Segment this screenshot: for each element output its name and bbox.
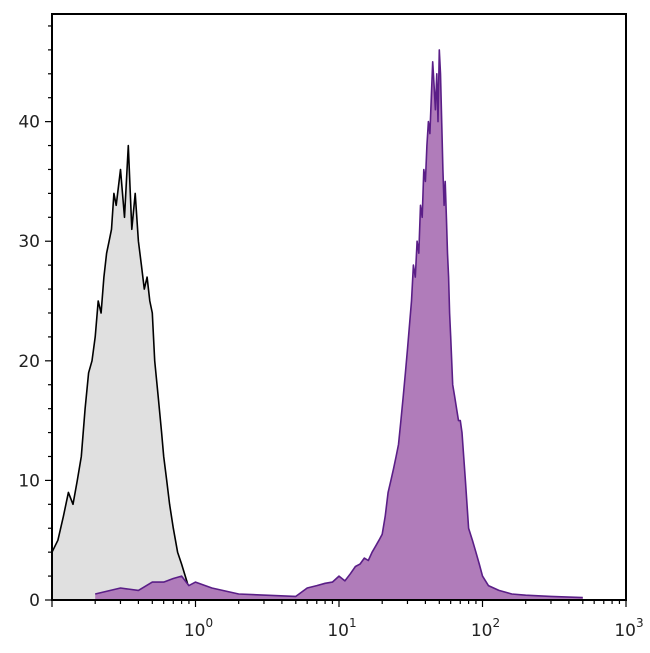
control-histogram-line: [51, 144, 190, 589]
x-tick-label: 100: [184, 616, 213, 641]
x-tick-label: 103: [614, 616, 643, 641]
x-tick-label: 102: [471, 616, 500, 641]
y-tick-label: 20: [18, 352, 40, 372]
y-tick-label: 10: [18, 471, 40, 491]
axis-layer: 0 10 20 30 40 100 101 102 103: [18, 25, 644, 641]
stained-histogram-fill: [95, 49, 583, 600]
x-tick-label: 101: [327, 616, 356, 641]
stained-histogram-line: [95, 49, 583, 599]
series-layer: [51, 49, 583, 600]
y-tick-label: 40: [18, 113, 40, 133]
y-tick-label: 0: [29, 591, 40, 611]
y-tick-label: 30: [18, 232, 40, 252]
control-histogram-fill: [52, 145, 189, 600]
